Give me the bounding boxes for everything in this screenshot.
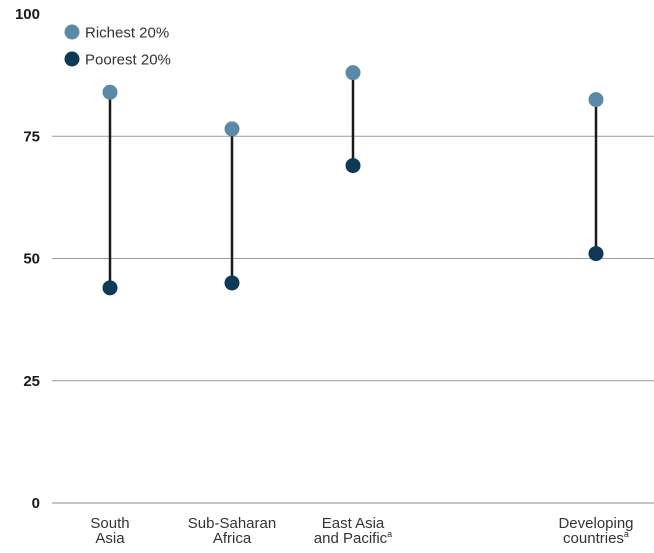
x-tick-label: countriesa	[563, 529, 629, 547]
poorest-point	[588, 246, 604, 262]
y-tick-label: 0	[32, 495, 40, 512]
legend-marker	[64, 51, 80, 67]
richest-point	[588, 92, 604, 108]
legend: Richest 20% Poorest 20%	[64, 24, 171, 69]
x-tick-label: Sub-Saharan	[188, 515, 276, 532]
x-tick-label: Africa	[213, 530, 252, 547]
richest-point	[102, 84, 118, 100]
gridlines	[52, 135, 654, 504]
y-tick-label: 100	[15, 6, 40, 23]
data-points	[102, 65, 604, 296]
y-tick-label: 25	[23, 373, 40, 390]
y-tick-label: 75	[23, 128, 40, 145]
x-tick-label: Asia	[95, 530, 125, 547]
y-axis-ticks: 0 25 50 75 100	[15, 6, 40, 512]
legend-label: Richest 20%	[85, 25, 169, 42]
x-tick-label: South	[90, 515, 129, 532]
legend-label: Poorest 20%	[85, 52, 171, 69]
x-tick-label: and Pacifica	[314, 529, 392, 547]
x-tick-label: East Asia	[322, 515, 385, 532]
legend-marker	[64, 24, 80, 40]
poorest-point	[345, 158, 361, 174]
poorest-point	[102, 280, 118, 296]
range-connectors	[108, 72, 598, 288]
richest-point	[224, 121, 240, 137]
poorest-point	[224, 275, 240, 291]
x-tick-label: Developing	[558, 515, 633, 532]
y-tick-label: 50	[23, 251, 40, 268]
richest-point	[345, 65, 361, 81]
